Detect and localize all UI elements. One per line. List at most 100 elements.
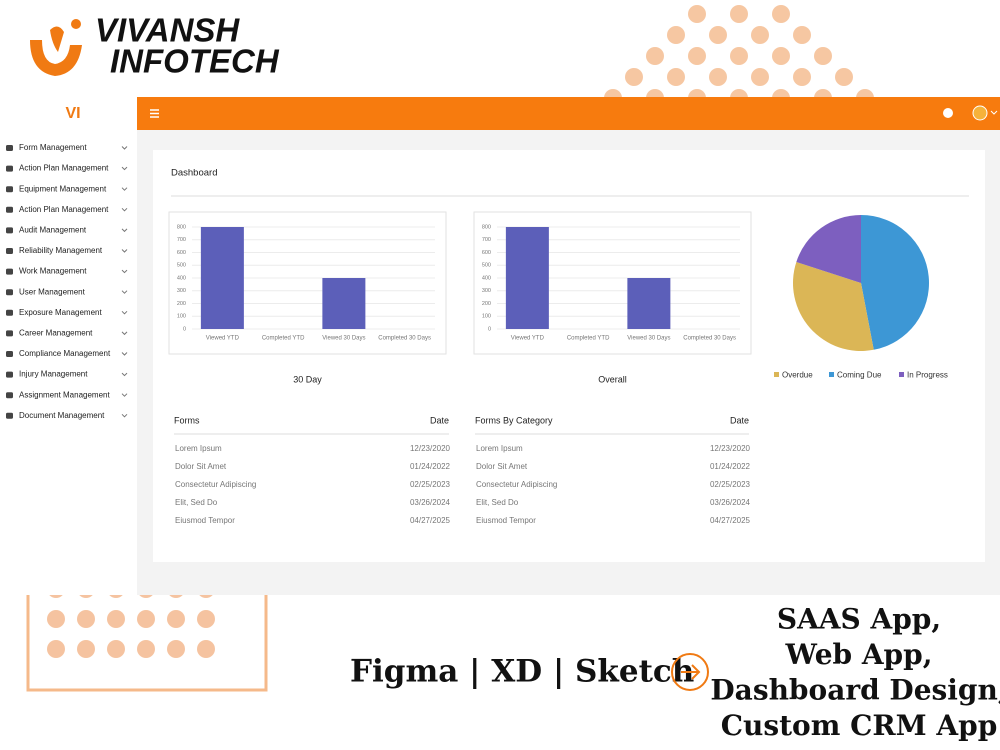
sidebar-chevron <box>121 146 128 150</box>
sidebar-item[interactable]: Injury Management <box>6 370 128 379</box>
chart-title: 30 Day <box>293 374 322 384</box>
deco-dot <box>709 68 727 86</box>
sidebar-item[interactable]: Form Management <box>6 143 128 152</box>
deco-dot <box>77 610 95 628</box>
x-tick-label: Completed 30 Days <box>683 336 736 342</box>
sidebar-item[interactable]: Compliance Management <box>6 349 128 358</box>
deco-dot <box>751 26 769 44</box>
sidebar-label: Reliability Management <box>19 246 103 255</box>
deco-dot <box>688 47 706 65</box>
sidebar-icon <box>6 330 13 337</box>
service-line: Custom CRM App <box>721 709 998 742</box>
table-cell: Eiusmod Tempor <box>476 516 536 525</box>
arrow <box>681 664 701 680</box>
menu-button[interactable] <box>150 109 159 118</box>
y-tick-label: 400 <box>177 275 186 281</box>
y-tick-label: 700 <box>482 237 491 243</box>
deco-dot <box>47 640 65 658</box>
x-tick-label: Completed 30 Days <box>378 336 431 342</box>
sidebar-item[interactable]: Career Management <box>6 329 128 338</box>
legend-swatch <box>774 372 779 377</box>
deco-dot <box>772 5 790 23</box>
table-cell: 03/26/2024 <box>710 498 751 507</box>
table-cell: 01/24/2022 <box>710 462 751 471</box>
logo: VIVANSH INFOTECH <box>30 12 280 80</box>
table-cell: 01/24/2022 <box>410 462 451 471</box>
y-tick-label: 200 <box>482 301 491 307</box>
tools-text: Figma | XD | Sketch <box>350 654 694 690</box>
legend-swatch <box>829 372 834 377</box>
table-cell: 04/27/2025 <box>410 516 451 525</box>
deco-dot <box>197 610 215 628</box>
sidebar-item[interactable]: Action Plan Management <box>6 164 128 173</box>
sidebar <box>0 97 137 595</box>
table-cell: Eiusmod Tempor <box>175 516 235 525</box>
x-tick-label: Viewed YTD <box>511 336 545 342</box>
bar <box>627 278 671 329</box>
service-line: Dashboard Design, <box>710 674 1000 707</box>
table-cell: Elit, Sed Do <box>476 498 519 507</box>
sidebar-item[interactable]: Document Management <box>6 411 128 420</box>
y-tick-label: 500 <box>177 263 186 269</box>
table-header: Date <box>730 415 749 425</box>
sidebar-label: Career Management <box>19 329 93 338</box>
y-tick-label: 100 <box>482 314 491 320</box>
sidebar-chevron <box>121 269 128 274</box>
deco-dot <box>625 68 643 86</box>
y-tick-label: 800 <box>482 224 491 230</box>
sidebar-label: Document Management <box>19 411 105 420</box>
deco-dot <box>646 47 664 65</box>
table-header: Forms <box>174 415 200 425</box>
sidebar-label: Form Management <box>19 143 87 152</box>
sidebar-item[interactable]: User Management <box>6 287 128 296</box>
logo-icon <box>30 40 82 76</box>
avatar[interactable] <box>972 105 988 121</box>
table-cell: Consectetur Adipiscing <box>476 480 557 489</box>
deco-dot <box>107 610 125 628</box>
table-cell: Lorem Ipsum <box>175 444 222 453</box>
sidebar-item[interactable]: Equipment Management <box>6 184 128 193</box>
sidebar-icon <box>6 309 13 316</box>
sidebar-icon <box>6 165 13 172</box>
table-cell: Dolor Sit Amet <box>476 462 528 471</box>
y-tick-label: 700 <box>177 237 186 243</box>
deco-dot <box>167 640 185 658</box>
y-tick-label: 100 <box>177 314 186 320</box>
table-header: Date <box>430 415 449 425</box>
sidebar-icon <box>6 412 13 419</box>
deco-dot <box>688 5 706 23</box>
sidebar-chevron <box>121 372 128 377</box>
deco-dot <box>197 640 215 658</box>
sidebar-item[interactable]: Action Plan Management <box>6 205 128 214</box>
x-tick-label: Viewed 30 Days <box>627 336 670 342</box>
y-tick-label: 300 <box>482 288 491 294</box>
service-line: SAAS App, <box>777 603 941 636</box>
top-bar <box>137 97 1000 130</box>
table-cell: Elit, Sed Do <box>175 498 218 507</box>
table-cell: 12/23/2020 <box>710 444 751 453</box>
sidebar-item[interactable]: Work Management <box>6 267 128 276</box>
x-tick-label: Viewed YTD <box>206 336 240 342</box>
logo-icon <box>50 26 64 52</box>
help-icon[interactable] <box>943 108 953 118</box>
y-tick-label: 600 <box>482 250 491 256</box>
sidebar-item[interactable]: Reliability Management <box>6 246 128 255</box>
sidebar-chevron <box>121 207 128 212</box>
sidebar-label: Work Management <box>19 267 87 276</box>
sidebar-chevron <box>121 310 128 315</box>
y-tick-label: 0 <box>183 326 186 332</box>
logo-icon <box>71 19 81 29</box>
sidebar-icon <box>6 268 13 275</box>
y-tick-label: 800 <box>177 224 186 230</box>
sidebar-item[interactable]: Audit Management <box>6 226 128 235</box>
sidebar-item[interactable]: Assignment Management <box>6 390 128 399</box>
sidebar-icon <box>6 145 13 151</box>
sidebar-chevron <box>121 290 128 294</box>
table-cell: Consectetur Adipiscing <box>175 480 256 489</box>
chart-title: Overall <box>598 374 627 384</box>
sidebar-item[interactable]: Exposure Management <box>6 308 128 317</box>
bar <box>322 278 366 329</box>
sidebar-label: Action Plan Management <box>19 205 109 214</box>
